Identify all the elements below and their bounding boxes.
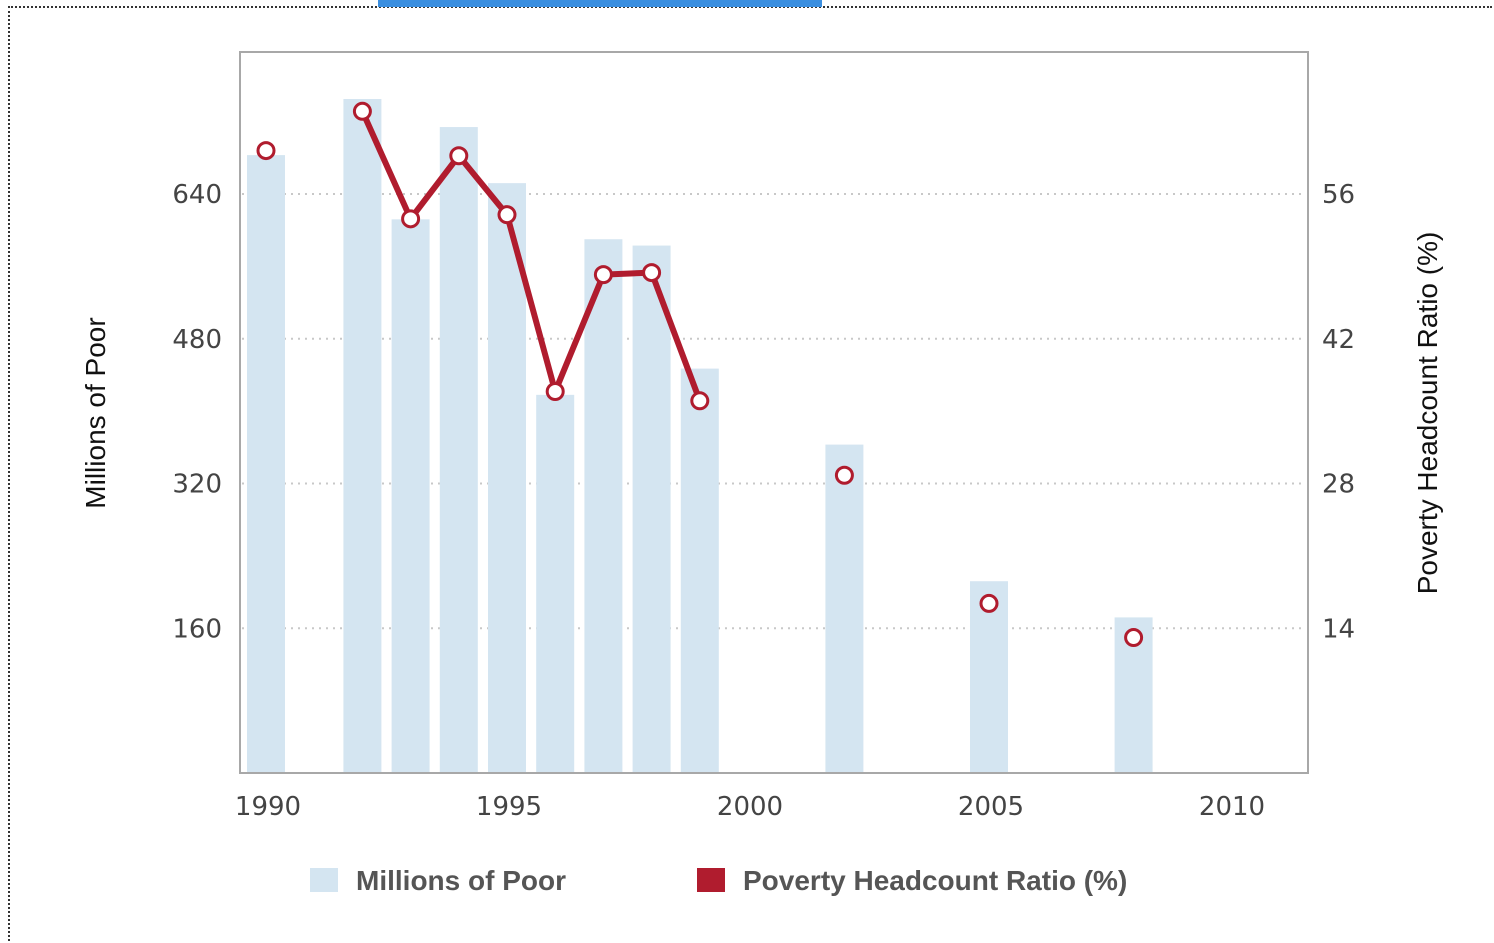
y-left-tick-320: 320 xyxy=(172,470,222,500)
x-tick-2010: 2010 xyxy=(1199,792,1265,822)
y-right-tick-56: 56 xyxy=(1322,180,1355,210)
legend: Millions of Poor Poverty Headcount Ratio… xyxy=(310,865,1127,896)
x-tick-1995: 1995 xyxy=(476,792,542,822)
bar-1993 xyxy=(391,219,430,774)
bar-1992 xyxy=(343,99,382,773)
plot-border xyxy=(239,51,1309,774)
ratio-point-1998 xyxy=(642,263,662,283)
legend-swatch-millions-of-poor xyxy=(310,868,338,892)
ratio-point-1990 xyxy=(256,141,276,161)
bar-1994 xyxy=(439,127,478,774)
ratio-point-2002 xyxy=(834,465,854,485)
bar-1997 xyxy=(584,239,623,773)
ratio-point-1997 xyxy=(593,265,613,285)
y-left-tick-480: 480 xyxy=(172,325,222,355)
left-ticks: 160 320 480 640 xyxy=(172,180,222,644)
legend-label-poverty-headcount-ratio: Poverty Headcount Ratio (%) xyxy=(743,865,1127,896)
y-right-axis-title: Poverty Headcount Ratio (%) xyxy=(1412,232,1443,595)
y-right-tick-14: 14 xyxy=(1322,614,1355,644)
bars xyxy=(247,99,1153,774)
gridlines xyxy=(242,193,1306,630)
x-tick-2000: 2000 xyxy=(717,792,783,822)
bar-1995 xyxy=(488,183,526,774)
x-ticks: 1990 1995 2000 2005 2010 xyxy=(235,792,1265,822)
legend-swatch-poverty-headcount-ratio xyxy=(697,868,725,892)
x-tick-2005: 2005 xyxy=(958,792,1024,822)
bar-2005 xyxy=(970,581,1008,773)
ratio-point-1994 xyxy=(449,146,469,166)
chart-frame xyxy=(8,6,1492,941)
ratio-point-2008 xyxy=(1124,628,1144,648)
ratio-point-1999 xyxy=(690,391,710,411)
legend-label-millions-of-poor: Millions of Poor xyxy=(356,865,566,896)
bar-1999 xyxy=(680,368,719,773)
line-series xyxy=(256,101,1144,648)
bar-1990 xyxy=(247,155,285,773)
y-left-axis-title: Millions of Poor xyxy=(80,317,111,508)
x-tick-1990: 1990 xyxy=(235,792,301,822)
ratio-point-1996 xyxy=(545,381,565,401)
ratio-point-1993 xyxy=(401,209,421,229)
y-right-tick-42: 42 xyxy=(1322,325,1355,355)
y-left-tick-640: 640 xyxy=(172,180,222,210)
top-tab-highlight xyxy=(378,0,822,7)
right-ticks: 14 28 42 56 xyxy=(1322,180,1355,644)
bar-2002 xyxy=(825,444,864,773)
bar-1996 xyxy=(536,394,575,773)
bar-1998 xyxy=(632,245,671,773)
ratio-point-1992 xyxy=(352,101,372,121)
ratio-point-2005 xyxy=(979,593,999,613)
y-right-tick-28: 28 xyxy=(1322,470,1355,500)
ratio-point-1995 xyxy=(497,205,517,225)
y-left-tick-160: 160 xyxy=(172,614,222,644)
